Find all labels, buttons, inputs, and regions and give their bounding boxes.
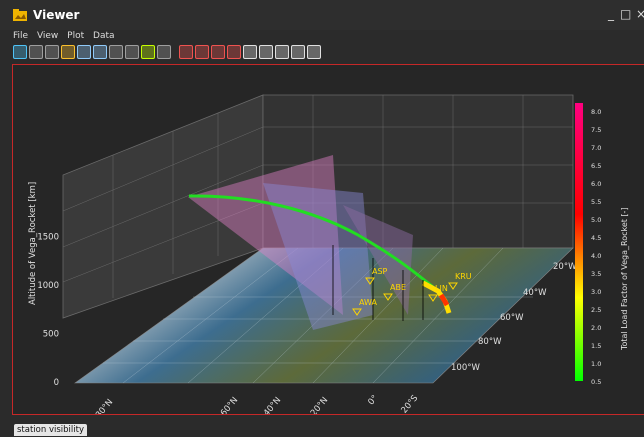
settings-icon[interactable] [307, 45, 321, 59]
open-icon[interactable] [13, 45, 27, 59]
split-vertical-icon[interactable] [77, 45, 91, 59]
app-icon [13, 9, 27, 21]
y-tick-label: 100°W [451, 363, 480, 373]
zoom-fit-icon[interactable] [211, 45, 225, 59]
z-tick-label: 500 [43, 330, 59, 340]
x-axis-ticks: 80°N 60°N 40°N 20°N 0° 20°S [94, 394, 420, 421]
zoom-in-icon[interactable] [179, 45, 193, 59]
layout-icon[interactable] [125, 45, 139, 59]
axis-icon[interactable] [259, 45, 273, 59]
colorbar-tick-label: 3.0 [591, 288, 601, 296]
title-bar: Viewer _ □ × [0, 0, 644, 30]
merge-icon[interactable] [109, 45, 123, 59]
colorbar-label: Total Load Factor of Vega_Rocket [-] [620, 207, 629, 351]
zoom-out-icon[interactable] [195, 45, 209, 59]
print-icon[interactable] [45, 45, 59, 59]
window-title: Viewer [33, 8, 80, 22]
zoom-reset-icon[interactable] [227, 45, 241, 59]
split-horizontal-icon[interactable] [93, 45, 107, 59]
station-label: LIN [435, 284, 448, 293]
colorbar-tick-label: 7.5 [591, 126, 601, 134]
visibility-cone-2 [263, 183, 373, 330]
colorbar-tick-label: 3.5 [591, 270, 601, 278]
maximize-button[interactable]: □ [620, 7, 632, 21]
x-tick-label: 40°N [262, 396, 283, 414]
station-marker [448, 282, 458, 290]
colorbar-tick-label: 8.0 [591, 108, 601, 116]
station-marker [428, 294, 438, 302]
export-icon[interactable] [141, 45, 155, 59]
drop-lines [332, 245, 424, 321]
z-axis-label: Altitude of Vega_Rocket [km] [28, 182, 38, 305]
tab-station-visibility[interactable]: station visibility [14, 424, 87, 436]
y-tick-label: 20°W [553, 262, 577, 272]
close-button[interactable]: × [636, 7, 644, 21]
rocket-trajectory [188, 194, 434, 289]
menu-file[interactable]: File [13, 31, 29, 41]
station-label: KRU [455, 272, 472, 281]
station-marker [365, 277, 375, 285]
colorbar-tick-label: 0.5 [591, 378, 601, 386]
station-label: ASP [372, 267, 388, 276]
3d-plot[interactable]: 0 500 1000 1500 80°N 60°N 40°N 20°N 0° 20°S 100°… [13, 65, 644, 421]
colorbar-tick-label: 5.0 [591, 216, 601, 224]
colorbar-tick-label: 2.0 [591, 324, 601, 332]
grid-lines [62, 95, 573, 298]
visibility-cone-1 [188, 155, 343, 315]
station-marker [383, 293, 393, 301]
minimize-button[interactable]: _ [608, 7, 614, 21]
colorbar-tick-label: 2.5 [591, 306, 601, 314]
y-tick-label: 40°W [523, 288, 547, 298]
x-tick-label: 20°N [309, 396, 330, 414]
z-tick-label: 1000 [37, 281, 59, 291]
colorbar-tick-label: 4.0 [591, 252, 601, 260]
menu-data[interactable]: Data [93, 31, 115, 41]
menu-plot[interactable]: Plot [67, 31, 85, 41]
map-grid [103, 247, 533, 384]
z-tick-label: 1500 [37, 233, 59, 243]
y-tick-label: 60°W [500, 313, 524, 323]
colorbar-tick-label: 6.5 [591, 162, 601, 170]
z-tick-label: 0 [54, 378, 59, 388]
colorbar-tick-label: 1.5 [591, 342, 601, 350]
x-tick-label: 80°N [94, 398, 115, 414]
colorbar-ticks: 0.5 1.0 1.5 2.0 2.5 3.0 3.5 4.0 4.5 5.0 5.5 6.0 6.5 7… [591, 108, 601, 386]
cube-icon[interactable] [291, 45, 305, 59]
colorbar-tick-label: 1.0 [591, 360, 601, 368]
colorbar [575, 103, 583, 381]
station-label: ABE [390, 283, 406, 292]
align-icon[interactable] [243, 45, 257, 59]
menu-bar: File View Plot Data [13, 31, 121, 43]
trajectory-load-peak [438, 293, 450, 307]
axis-grid-icon[interactable] [275, 45, 289, 59]
colorbar-tick-label: 4.5 [591, 234, 601, 242]
y-axis-ticks: 100°W 80°W 60°W 40°W 20°W [451, 262, 577, 373]
x-tick-label: 0° [366, 394, 380, 408]
colorbar-tick-label: 7.0 [591, 144, 601, 152]
visibility-cone-3 [343, 205, 413, 315]
z-axis-ticks: 0 500 1000 1500 [37, 233, 59, 389]
station-label: AWA [359, 298, 378, 307]
chart-icon[interactable] [157, 45, 171, 59]
colorbar-tick-label: 6.0 [591, 180, 601, 188]
save-icon[interactable] [29, 45, 43, 59]
x-tick-label: 60°N [219, 396, 240, 414]
colorbar-tick-label: 5.5 [591, 198, 601, 206]
image-icon[interactable] [61, 45, 75, 59]
x-tick-label: 20°S [399, 394, 420, 414]
map-floor [74, 247, 574, 384]
station-marker [352, 308, 362, 316]
y-tick-label: 80°W [478, 337, 502, 347]
plot-frame: 0 500 1000 1500 80°N 60°N 40°N 20°N 0° 20°S 100°… [12, 64, 644, 421]
menu-view[interactable]: View [36, 31, 59, 41]
